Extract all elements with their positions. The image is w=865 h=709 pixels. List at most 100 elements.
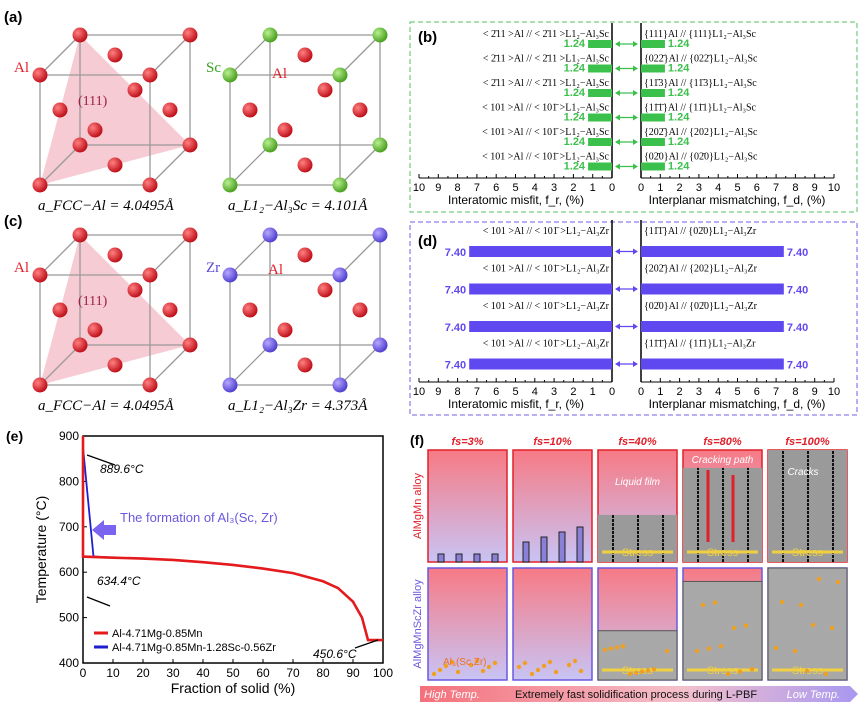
- bar-interatomic-misfit: [588, 138, 612, 146]
- bar-interatomic-misfit: [469, 321, 612, 332]
- direction-label: < 101 >Al // < 101̄ >L1₂−Al₃Zr: [483, 301, 610, 312]
- series-line-alscZr: [82, 447, 383, 641]
- atom-corner: [142, 377, 158, 393]
- bar-interplanar-mismatch: [641, 40, 665, 48]
- al3-sc-zr-particle: [614, 645, 620, 650]
- atom-face-center: [297, 47, 313, 63]
- al3-sc-zr-particle: [700, 602, 706, 608]
- dendrite: [473, 553, 481, 563]
- al3-sc-zr-particle: [480, 668, 486, 674]
- al3-sc-zr-particle: [474, 658, 480, 664]
- atom-face-center: [127, 282, 143, 298]
- temperature-arrow-icon: [420, 686, 858, 702]
- al3-sc-zr-particle: [725, 671, 731, 677]
- tick-label-right: 8: [792, 182, 798, 194]
- plane-label: {02̄0}Al // {02̄0}L1₂−Al₃Zr: [644, 301, 758, 312]
- al3-sc-zr-particle: [486, 664, 492, 670]
- lattice-al3zr: a_L1₂−Al₃Zr = 4.373Å: [228, 398, 368, 414]
- arrowhead-icon: [615, 90, 638, 96]
- cube-edge: [339, 234, 381, 276]
- lattice-fcc-al-c: a_FCC−Al = 4.0495Å: [38, 398, 174, 414]
- arrowhead-icon: [615, 163, 638, 170]
- al3-sc-zr-particle: [810, 622, 816, 628]
- tick-label-left: 2: [570, 386, 576, 398]
- cube-edge: [339, 144, 381, 186]
- tick-label-left: 0: [609, 182, 615, 194]
- tick-label-right: 6: [754, 386, 760, 398]
- atom-face-center: [317, 82, 333, 98]
- x-tick-label: 20: [136, 666, 150, 680]
- dendrite: [540, 536, 548, 563]
- x-tick-label: 70: [286, 666, 300, 680]
- value-label-fd: 7.40: [787, 247, 808, 259]
- tick-label-left: 8: [455, 386, 461, 398]
- panel-a-label: (a): [4, 9, 22, 26]
- al-label-c: Al: [14, 260, 29, 276]
- bar-interatomic-misfit: [588, 89, 612, 97]
- fs-column-label: fs=3%: [451, 436, 483, 448]
- panel-f-label: (f): [410, 432, 424, 448]
- al3-sc-zr-particle: [468, 662, 474, 668]
- dendrite: [491, 553, 499, 563]
- atom-corner: [182, 227, 198, 243]
- value-label-fr: 1.24: [564, 112, 586, 124]
- value-label-fd: 7.40: [787, 360, 808, 372]
- al-label-a2: Al: [272, 66, 287, 82]
- value-label-fd: 1.24: [668, 38, 690, 50]
- plane-label: {202̄}Al // {202}L1₂−Al₃Sc: [644, 127, 758, 138]
- tick-label-left: 8: [455, 182, 461, 194]
- tick-label-left: 7: [474, 182, 480, 194]
- equiaxed-grain-region: [682, 580, 763, 681]
- atom-face-center: [162, 102, 178, 118]
- cube-edge: [229, 34, 271, 76]
- al-label-c2: Al: [268, 262, 283, 278]
- al3-sc-zr-particle: [633, 670, 639, 675]
- tick-label-right: 3: [696, 386, 702, 398]
- y-tick-label: 600: [59, 565, 79, 579]
- atom-corner: [372, 337, 388, 353]
- atom-face-center: [87, 322, 103, 338]
- cube-edge: [339, 34, 381, 76]
- al3-sc-zr-particle: [694, 648, 700, 654]
- tick-label-right: 2: [677, 182, 683, 194]
- atom-corner: [182, 337, 198, 353]
- bar-interplanar-mismatch: [641, 162, 665, 171]
- tick-label-left: 10: [413, 386, 425, 398]
- direction-label: < 2̄11 >Al // < 2̄11 >L1₂−Al₃Sc: [483, 78, 610, 89]
- bar-interatomic-misfit: [588, 64, 612, 73]
- arrowhead-icon: [615, 139, 638, 145]
- annotation-end: 450.6°C: [313, 647, 357, 661]
- atom-face-center: [277, 322, 293, 338]
- tick-label-right: 2: [677, 386, 683, 398]
- tick-label-left: 6: [493, 386, 499, 398]
- tick-label-right: 5: [734, 386, 740, 398]
- tick-label-right: 3: [696, 182, 702, 194]
- dendrite: [437, 553, 445, 563]
- cube-edge: [149, 234, 191, 276]
- arrowhead-icon: [615, 248, 638, 255]
- tick-label-right: 7: [773, 182, 779, 194]
- direction-label: < 101 >Al // < 101̄ >L1₂−Al₃Sc: [482, 152, 609, 163]
- tick-label-left: 9: [435, 182, 441, 194]
- tick-label-left: 5: [512, 386, 518, 398]
- direction-label: < 101 >Al // < 101̄ >L1₂−Al₃Sc: [482, 103, 609, 114]
- tick-label-left: 0: [609, 386, 615, 398]
- process-label: Extremely fast solidification process du…: [515, 689, 757, 701]
- al3-sc-zr-particle: [706, 646, 712, 651]
- plane-label-a: (111): [78, 94, 108, 109]
- tick-label-right: 1: [657, 182, 663, 194]
- atom-corner: [222, 177, 238, 193]
- al3-sc-zr-particle: [547, 659, 553, 665]
- tick-label-right: 9: [812, 386, 818, 398]
- atom-face-center: [107, 47, 123, 63]
- al3-sc-zr-particle: [578, 668, 584, 674]
- dendrite: [455, 553, 463, 563]
- bar-interatomic-misfit: [469, 246, 612, 257]
- panel-e-label: (e): [6, 428, 23, 444]
- value-label-fd: 1.24: [668, 112, 690, 124]
- atom-corner: [332, 67, 348, 83]
- tick-label-right: 0: [638, 182, 644, 194]
- annotation-arrow: [354, 639, 379, 649]
- bar-interplanar-mismatch: [641, 358, 784, 370]
- atom-face-center: [107, 247, 123, 263]
